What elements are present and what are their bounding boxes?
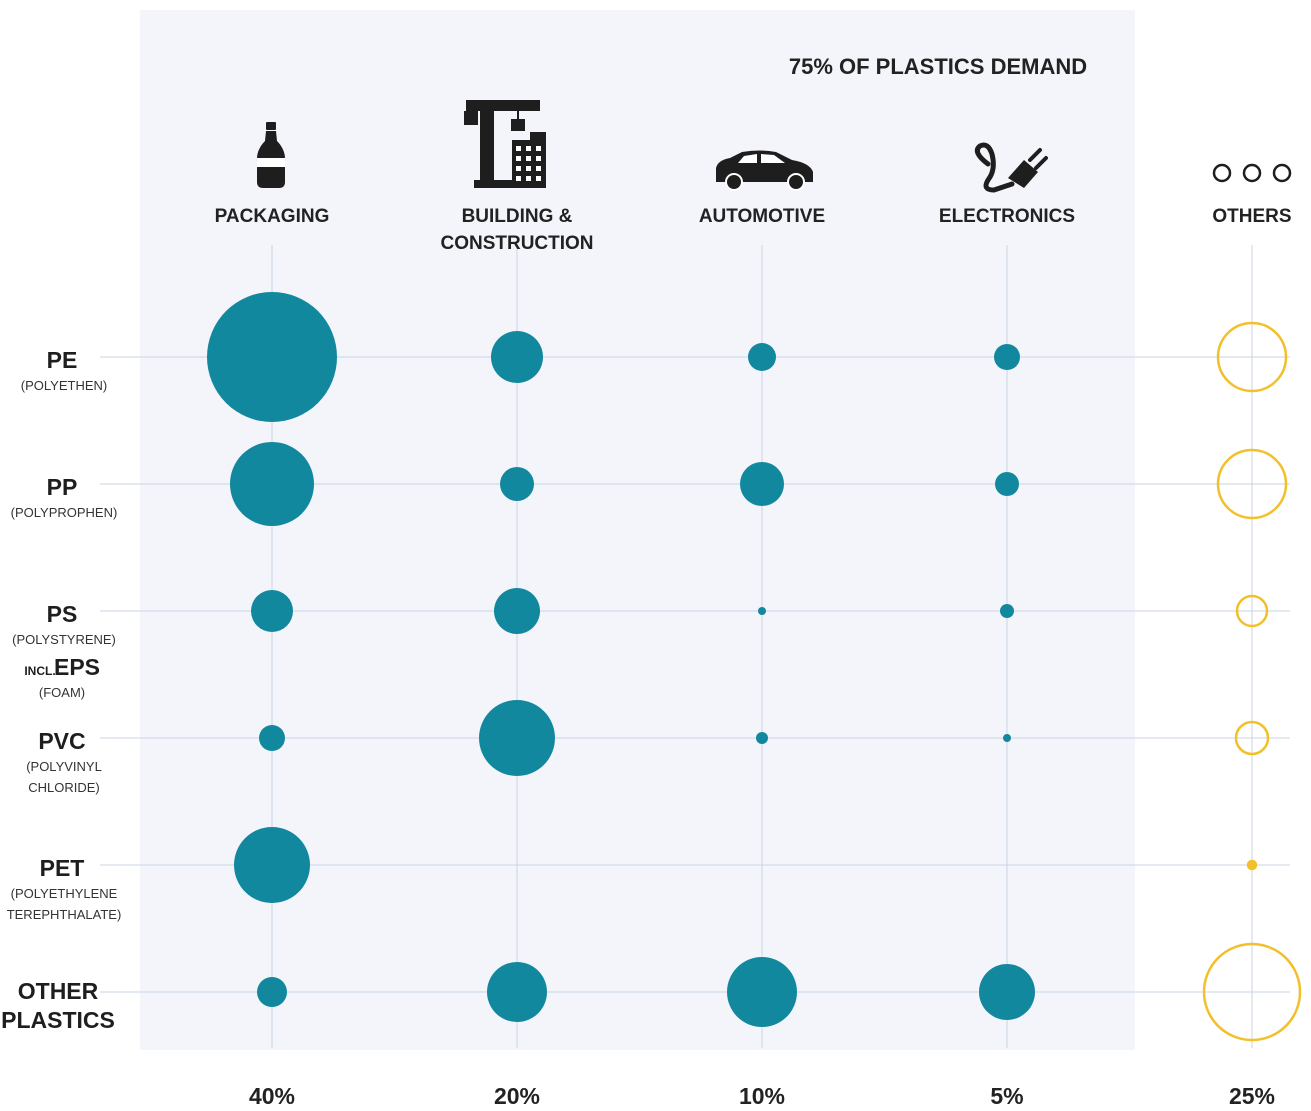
car-icon	[716, 150, 813, 191]
row-label-code: PS	[47, 601, 78, 627]
bubble	[979, 964, 1035, 1020]
row-label-name: (POLYVINYL	[26, 759, 102, 774]
row-labels: PE (POLYETHEN) PP (POLYPROPHEN) PS (POLYSTYRE…	[1, 347, 121, 1033]
row-label-code: PE	[47, 347, 78, 373]
column-header-label: BUILDING &	[462, 206, 573, 227]
row-label-name: TEREPHTHALATE)	[7, 907, 122, 922]
crane-building-icon	[464, 100, 546, 188]
bottle-icon	[256, 122, 286, 188]
column-header-label: ELECTRONICS	[939, 206, 1075, 227]
bubble	[479, 700, 555, 776]
bubble-others	[1234, 720, 1270, 756]
bubble-others	[1235, 594, 1269, 628]
row-label-name: (FOAM)	[39, 685, 85, 700]
row-label-name: CHLORIDE)	[28, 780, 100, 795]
row-label-name: (POLYSTYRENE)	[12, 632, 116, 647]
bubble	[748, 343, 776, 371]
bubble	[257, 977, 287, 1007]
bubble	[1003, 734, 1011, 742]
bubble	[491, 331, 543, 383]
bubble	[995, 472, 1019, 496]
row-label-code: PVC	[38, 728, 85, 754]
row-label-name: (POLYPROPHEN)	[11, 505, 118, 520]
column-share-value: 5%	[990, 1083, 1023, 1109]
bubble-others	[1202, 942, 1302, 1042]
column-header-label: PACKAGING	[215, 206, 330, 227]
row-label-prefix: INCL.	[24, 664, 55, 678]
bubble	[494, 588, 540, 634]
column-icons	[256, 100, 1292, 193]
column-headers: PACKAGING BUILDING & CONSTRUCTION AUTOMOTIV…	[215, 206, 1292, 254]
bubble	[727, 957, 797, 1027]
column-share-value: 10%	[739, 1083, 785, 1109]
bubble-others	[1216, 321, 1288, 393]
bubble	[234, 827, 310, 903]
column-share-value: 25%	[1229, 1083, 1275, 1109]
row-label-code: PLASTICS	[1, 1007, 115, 1033]
column-header-label: OTHERS	[1212, 206, 1291, 227]
bubble	[259, 725, 285, 751]
bubble	[230, 442, 314, 526]
row-label-code: PET	[40, 855, 85, 881]
column-share-value: 20%	[494, 1083, 540, 1109]
row-label-code: EPS	[54, 654, 100, 680]
bubble	[500, 467, 534, 501]
plug-icon	[974, 142, 1048, 193]
row-label-code: OTHER	[18, 978, 99, 1004]
bubble-others	[1216, 448, 1288, 520]
column-header-label: CONSTRUCTION	[440, 233, 593, 254]
bubble	[994, 344, 1020, 370]
row-label-code: PP	[47, 474, 78, 500]
column-header-label: AUTOMOTIVE	[699, 206, 825, 227]
dots-icon	[1212, 163, 1292, 183]
row-label-name: (POLYETHYLENE	[11, 886, 118, 901]
column-shares: 40% 20% 10% 5% 25%	[249, 1083, 1275, 1109]
column-share-value: 40%	[249, 1083, 295, 1109]
bubble	[758, 607, 766, 615]
bubble-others	[1246, 859, 1258, 871]
bubbles	[207, 292, 1302, 1042]
bubble	[251, 590, 293, 632]
bubble	[207, 292, 337, 422]
row-label-name: (POLYETHEN)	[21, 378, 107, 393]
callout-text: 75% OF PLASTICS DEMAND	[789, 54, 1087, 79]
bubble	[740, 462, 784, 506]
bubble	[487, 962, 547, 1022]
bubble	[756, 732, 768, 744]
bubble	[1000, 604, 1014, 618]
grid-lines	[100, 245, 1290, 1048]
